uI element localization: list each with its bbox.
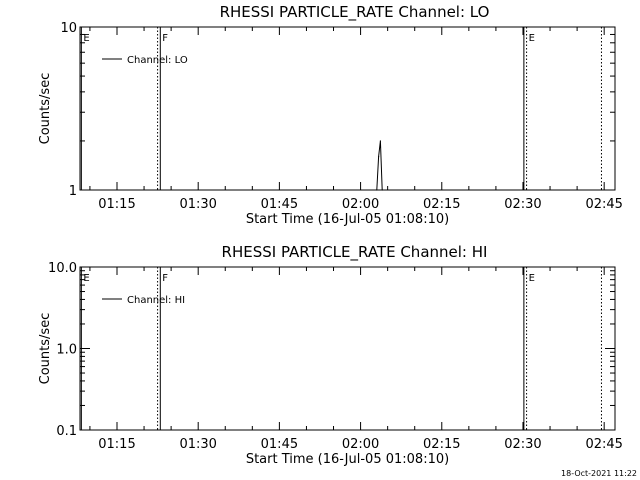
x-tick-label: 02:00	[342, 437, 379, 452]
marker-label: E	[83, 273, 89, 284]
x-tick-label: 01:15	[98, 437, 135, 452]
series-line	[376, 140, 383, 191]
data-point	[381, 189, 383, 191]
x-tick-label: 01:30	[179, 437, 216, 452]
y-axis-label: Counts/sec	[38, 313, 53, 385]
data-point	[379, 140, 382, 142]
x-axis-label: Start Time (16-Jul-05 01:08:10)	[246, 212, 449, 227]
marker-label: E	[529, 33, 535, 44]
legend-entry: Channel: HI	[127, 295, 185, 306]
marker-label: F	[162, 33, 168, 44]
marker-label: E	[529, 273, 535, 284]
x-tick-label: 02:00	[342, 197, 379, 212]
x-tick-label: 01:30	[179, 197, 216, 212]
x-tick-label: 02:15	[423, 437, 460, 452]
x-tick-label: 01:15	[98, 197, 135, 212]
y-axis-label: Counts/sec	[38, 73, 53, 145]
data-point	[376, 189, 378, 191]
chart-title: RHESSI PARTICLE_RATE Channel: HI	[222, 243, 488, 262]
x-tick-label: 02:45	[585, 197, 622, 212]
data-point	[378, 156, 380, 158]
plot-frame	[79, 26, 616, 191]
x-tick-label: 02:30	[504, 437, 541, 452]
x-tick-label: 02:15	[423, 197, 460, 212]
y-tick-label: 0.1	[56, 424, 77, 439]
marker-label: F	[162, 273, 168, 284]
x-tick-label: 02:30	[504, 197, 541, 212]
x-tick-label: 01:45	[261, 437, 298, 452]
y-tick-label: 10	[60, 21, 77, 36]
panel-lo-channel: RHESSI PARTICLE_RATE Channel: LO 01:15 01:…	[38, 3, 623, 227]
legend-entry: Channel: LO	[127, 55, 188, 66]
y-tick-label: 1.0	[56, 343, 77, 358]
footer-timestamp: 18-Oct-2021 11:22	[561, 469, 637, 478]
x-axis-label: Start Time (16-Jul-05 01:08:10)	[246, 452, 449, 467]
y-tick-label: 10.0	[48, 261, 77, 276]
x-tick-label: 01:45	[261, 197, 298, 212]
y-tick-label: 1	[69, 184, 77, 199]
marker-label: E	[83, 33, 89, 44]
chart-title: RHESSI PARTICLE_RATE Channel: LO	[220, 3, 490, 22]
x-tick-label: 02:45	[585, 437, 622, 452]
panel-hi-channel: RHESSI PARTICLE_RATE Channel: HI 01:15 01:…	[38, 243, 623, 467]
